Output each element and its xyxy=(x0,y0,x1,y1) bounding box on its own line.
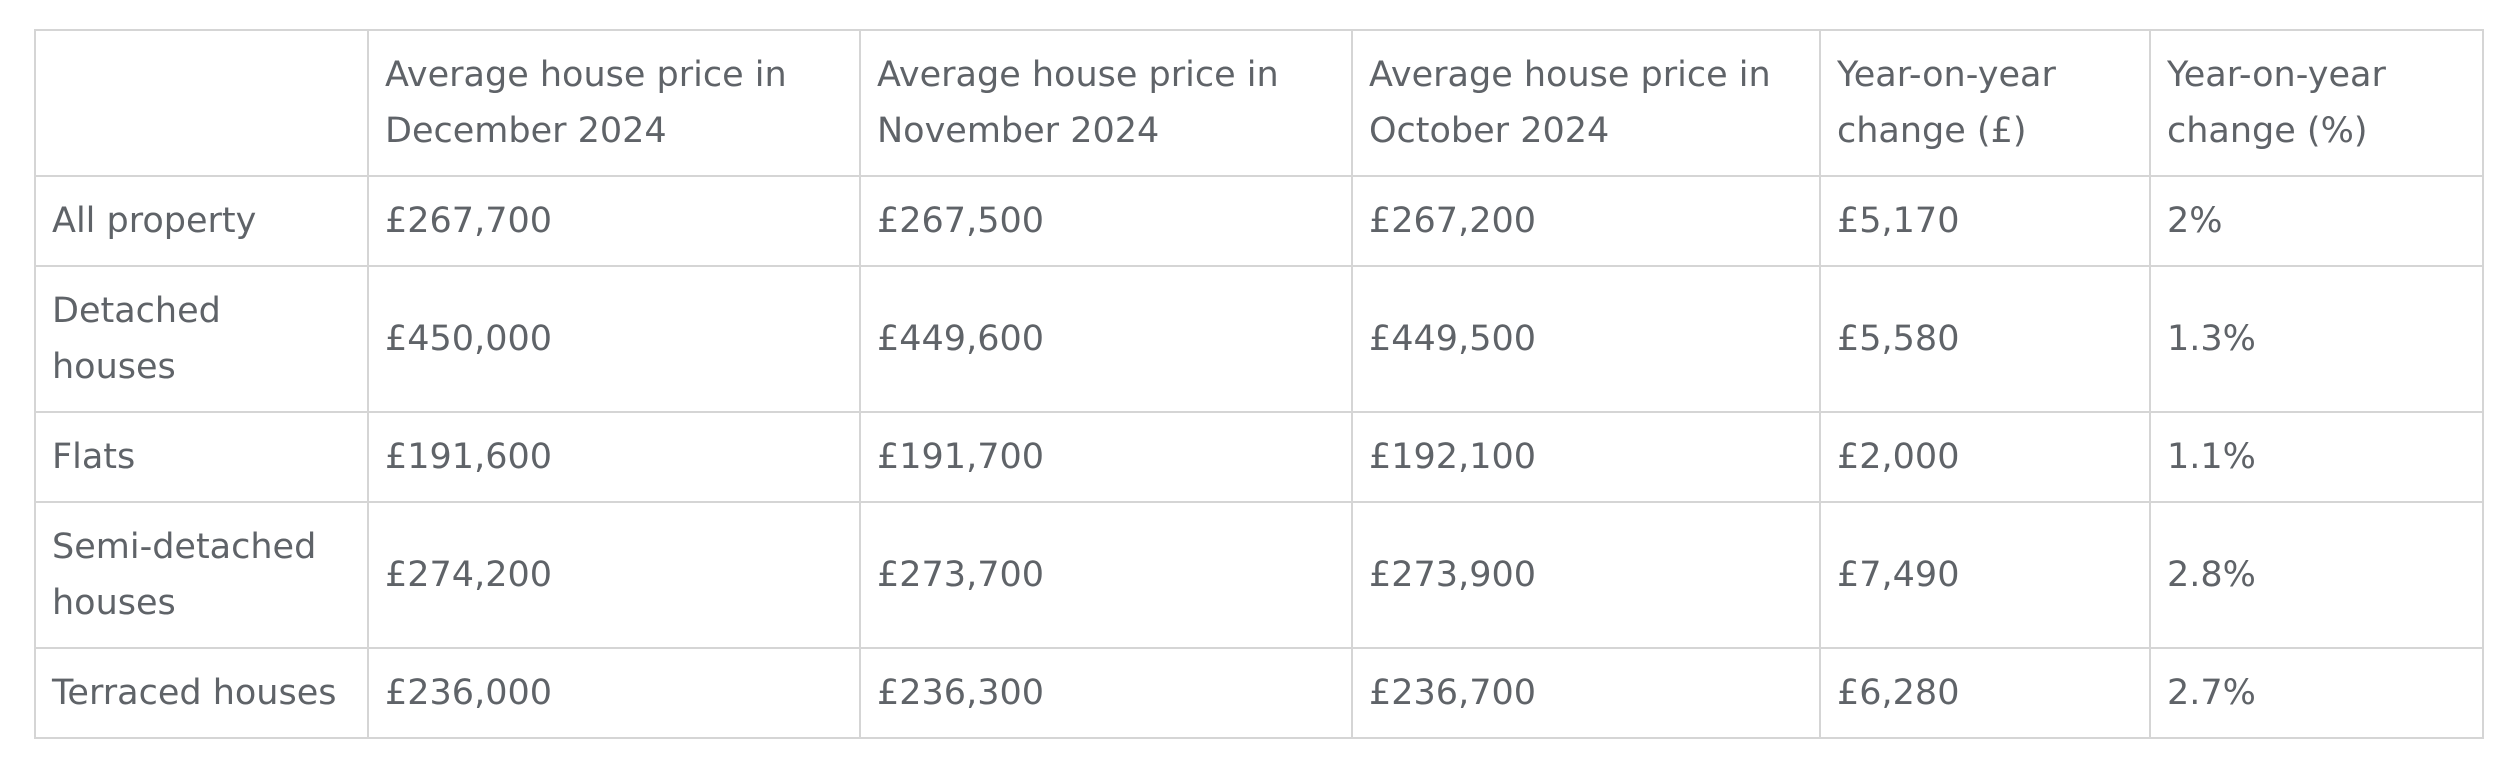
table-cell: £267,500 xyxy=(859,175,1353,267)
row-label: Detached houses xyxy=(34,265,369,413)
row-label: Semi-detached houses xyxy=(34,501,369,649)
row-label: All property xyxy=(34,175,369,267)
table-cell: £2,000 xyxy=(1819,411,2151,503)
table-cell: £273,700 xyxy=(859,501,1353,649)
header-cell-yoy-change-percent: Year-on-year change (%) xyxy=(2149,29,2484,177)
table-cell: £267,200 xyxy=(1351,175,1821,267)
house-price-table: Average house price in December 2024 Ave… xyxy=(34,29,2484,739)
table-cell: £191,600 xyxy=(367,411,861,503)
table-cell: £449,600 xyxy=(859,265,1353,413)
table-cell: £273,900 xyxy=(1351,501,1821,649)
table-cell: £5,580 xyxy=(1819,265,2151,413)
table-cell: 2% xyxy=(2149,175,2484,267)
table-cell: £192,100 xyxy=(1351,411,1821,503)
table-cell: £450,000 xyxy=(367,265,861,413)
table-cell: £7,490 xyxy=(1819,501,2151,649)
header-cell-december-price: Average house price in December 2024 xyxy=(367,29,861,177)
table-cell: £267,700 xyxy=(367,175,861,267)
table-cell: 1.1% xyxy=(2149,411,2484,503)
row-label: Flats xyxy=(34,411,369,503)
table-row: Terraced houses £236,000 £236,300 £236,7… xyxy=(34,647,2484,739)
table-row: All property £267,700 £267,500 £267,200 … xyxy=(34,175,2484,267)
table-cell: £236,700 xyxy=(1351,647,1821,739)
row-label: Terraced houses xyxy=(34,647,369,739)
header-cell-property-type xyxy=(34,29,369,177)
table-cell: £191,700 xyxy=(859,411,1353,503)
header-cell-november-price: Average house price in November 2024 xyxy=(859,29,1353,177)
table-row: Flats £191,600 £191,700 £192,100 £2,000 … xyxy=(34,411,2484,503)
table-header-row: Average house price in December 2024 Ave… xyxy=(34,29,2484,177)
header-cell-october-price: Average house price in October 2024 xyxy=(1351,29,1821,177)
price-table-container: Average house price in December 2024 Ave… xyxy=(34,29,2484,739)
table-cell: £6,280 xyxy=(1819,647,2151,739)
table-cell: 2.8% xyxy=(2149,501,2484,649)
table-cell: £236,300 xyxy=(859,647,1353,739)
table-cell: £5,170 xyxy=(1819,175,2151,267)
table-row: Detached houses £450,000 £449,600 £449,5… xyxy=(34,265,2484,413)
table-cell: £236,000 xyxy=(367,647,861,739)
table-cell: £449,500 xyxy=(1351,265,1821,413)
header-cell-yoy-change-pounds: Year-on-year change (£) xyxy=(1819,29,2151,177)
table-row: Semi-detached houses £274,200 £273,700 £… xyxy=(34,501,2484,649)
table-cell: £274,200 xyxy=(367,501,861,649)
table-cell: 2.7% xyxy=(2149,647,2484,739)
table-cell: 1.3% xyxy=(2149,265,2484,413)
